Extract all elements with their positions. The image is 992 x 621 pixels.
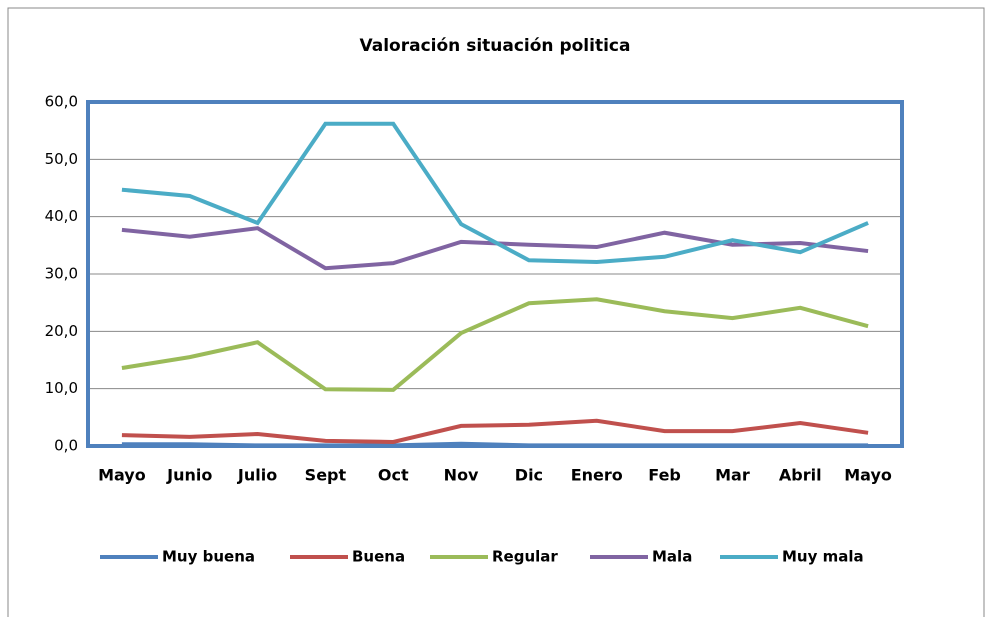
line-series xyxy=(121,441,869,448)
y-tick-label: 20,0 xyxy=(45,322,78,340)
y-tick-label: 30,0 xyxy=(45,265,78,283)
chart-frame xyxy=(7,7,985,621)
x-tick-label: Sept xyxy=(305,466,347,485)
x-tick-label: Julio xyxy=(237,466,277,485)
line-series xyxy=(121,418,869,444)
line-series xyxy=(121,297,869,392)
x-tick-label: Feb xyxy=(648,466,681,485)
legend-label: Buena xyxy=(352,548,405,566)
x-tick-label: Enero xyxy=(571,466,623,485)
legend-label: Regular xyxy=(492,548,558,566)
y-tick-label: 10,0 xyxy=(45,379,78,397)
y-tick-label: 60,0 xyxy=(45,93,78,111)
line-series xyxy=(121,121,869,264)
x-tick-label: Oct xyxy=(378,466,409,485)
chart-title: Valoración situación politica xyxy=(360,36,631,56)
x-tick-label: Mayo xyxy=(844,466,892,485)
legend-label: Muy buena xyxy=(162,548,255,566)
x-tick-label: Dic xyxy=(515,466,543,485)
y-tick-label: 40,0 xyxy=(45,207,78,225)
x-tick-label: Abril xyxy=(779,466,822,485)
y-tick-label: 0,0 xyxy=(54,437,78,455)
x-tick-label: Nov xyxy=(444,466,479,485)
x-tick-label: Mar xyxy=(715,466,750,485)
x-tick-label: Junio xyxy=(166,466,212,485)
legend-label: Mala xyxy=(652,548,692,566)
x-tick-label: Mayo xyxy=(98,466,146,485)
legend-label: Muy mala xyxy=(782,548,864,566)
y-tick-label: 50,0 xyxy=(45,150,78,168)
